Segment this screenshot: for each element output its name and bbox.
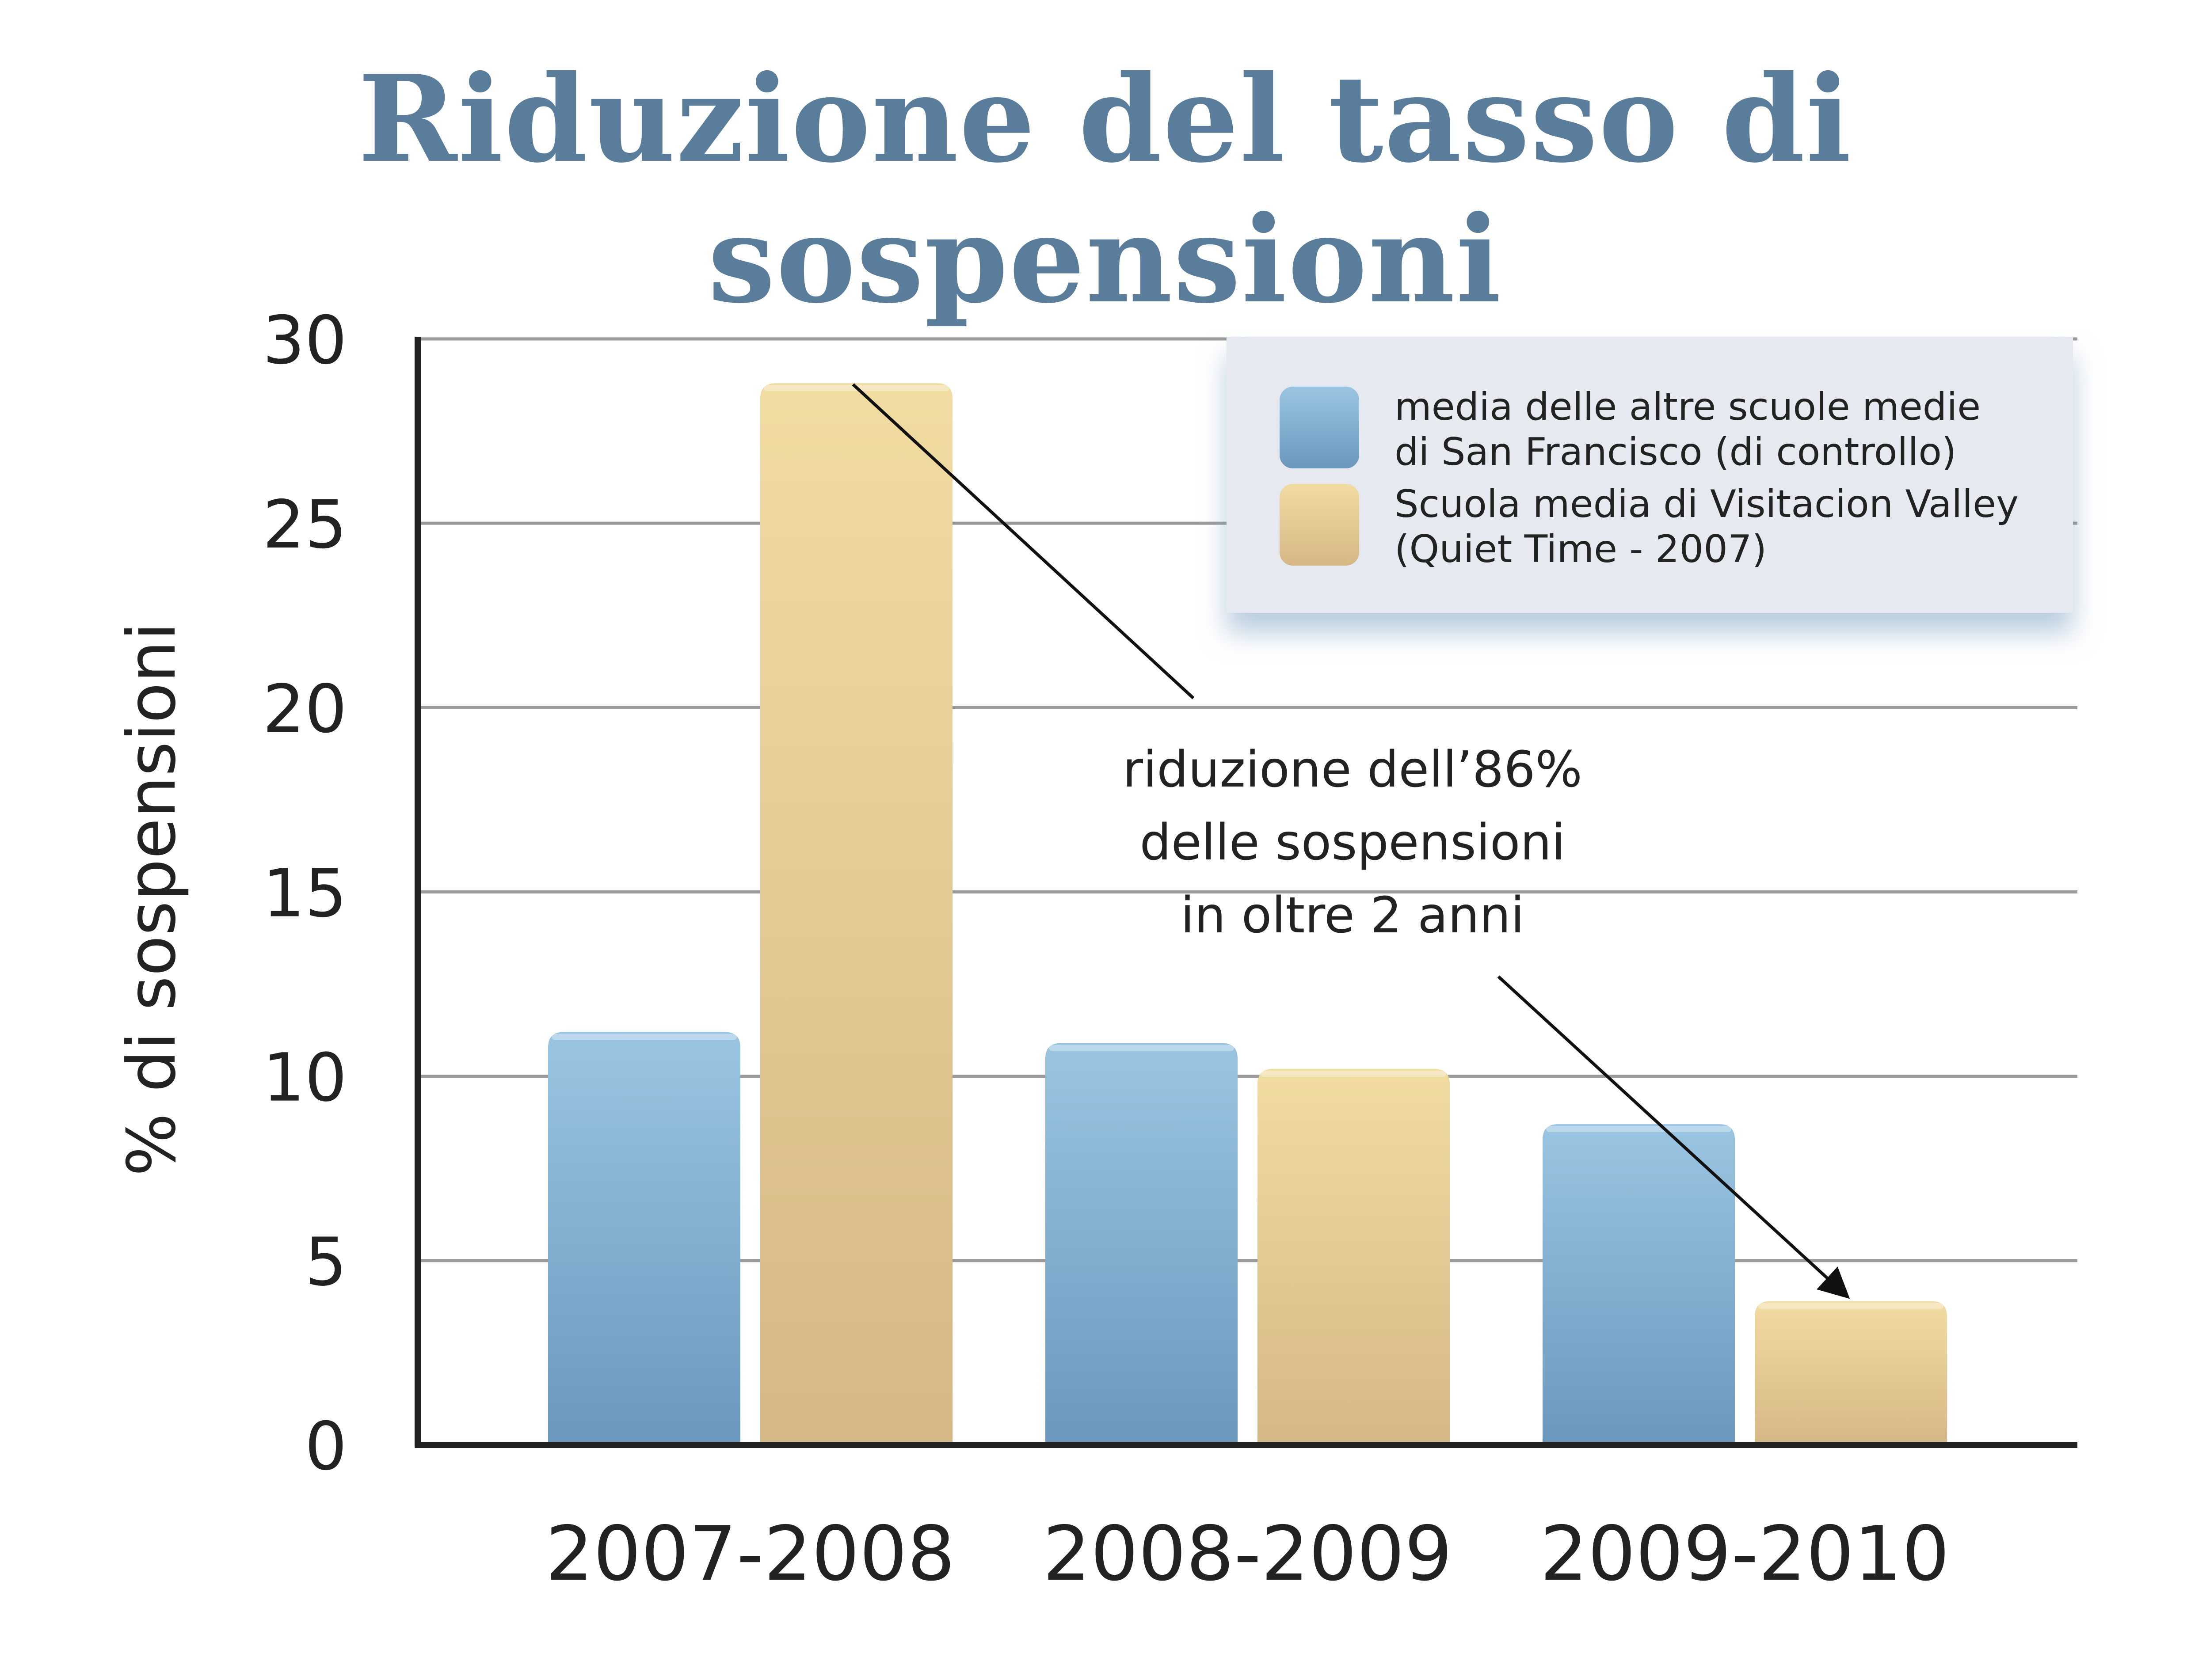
legend-label: media delle altre scuole medie xyxy=(1395,385,1981,429)
bar-control-2008-2009 xyxy=(1045,1043,1238,1445)
x-category-labels: 2007-2008 2008-2009 2009-2010 xyxy=(545,1510,1950,1598)
legend-swatch-visitacion xyxy=(1280,484,1359,566)
annotation-text: riduzione dell’86% xyxy=(1123,741,1582,798)
legend-label: (Quiet Time - 2007) xyxy=(1395,527,1767,571)
bar-highlight xyxy=(1049,1045,1234,1051)
y-tick-label: 30 xyxy=(263,302,347,379)
annotation-text: in oltre 2 anni xyxy=(1181,887,1524,944)
bar-visitacion-2009-2010 xyxy=(1755,1301,1947,1445)
y-axis-title: % di sospensioni xyxy=(114,622,191,1176)
bar-highlight xyxy=(1758,1303,1943,1309)
y-tick-label: 0 xyxy=(305,1408,347,1485)
y-tick-label: 5 xyxy=(305,1224,347,1301)
bar-highlight xyxy=(1261,1070,1446,1077)
y-tick-label: 10 xyxy=(263,1040,347,1117)
bars xyxy=(548,383,1947,1445)
legend-box xyxy=(1227,337,2073,613)
page-title: Riduzione del tasso di sospensioni xyxy=(358,49,1852,330)
annotation-text: delle sospensioni xyxy=(1139,814,1565,871)
bar-visitacion-2007-2008 xyxy=(760,383,953,1445)
legend-label: Scuola media di Visitacion Valley xyxy=(1395,482,2019,526)
bar-control-2009-2010 xyxy=(1543,1124,1735,1445)
y-tick-label: 20 xyxy=(263,671,347,748)
x-category-label: 2007-2008 xyxy=(545,1510,955,1598)
bar-highlight xyxy=(552,1034,737,1040)
annotation-line xyxy=(852,383,1195,699)
legend-swatch-control xyxy=(1280,387,1359,468)
y-tick-labels: 0 5 10 15 20 25 30 xyxy=(263,302,347,1485)
x-category-label: 2009-2010 xyxy=(1540,1510,1950,1598)
y-tick-label: 15 xyxy=(263,855,347,932)
axes xyxy=(415,337,2077,1448)
legend-background xyxy=(1227,337,2073,613)
annotation-arrow xyxy=(1497,975,1850,1299)
x-category-label: 2008-2009 xyxy=(1043,1510,1452,1598)
bar-control-2007-2008 xyxy=(548,1032,740,1445)
bar-visitacion-2008-2009 xyxy=(1257,1068,1450,1445)
legend-label: di San Francisco (di controllo) xyxy=(1395,430,1956,474)
annotation: riduzione dell’86% delle sospensioni in ol… xyxy=(852,383,1850,1299)
bar-highlight xyxy=(1546,1126,1731,1133)
y-tick-label: 25 xyxy=(263,487,347,563)
